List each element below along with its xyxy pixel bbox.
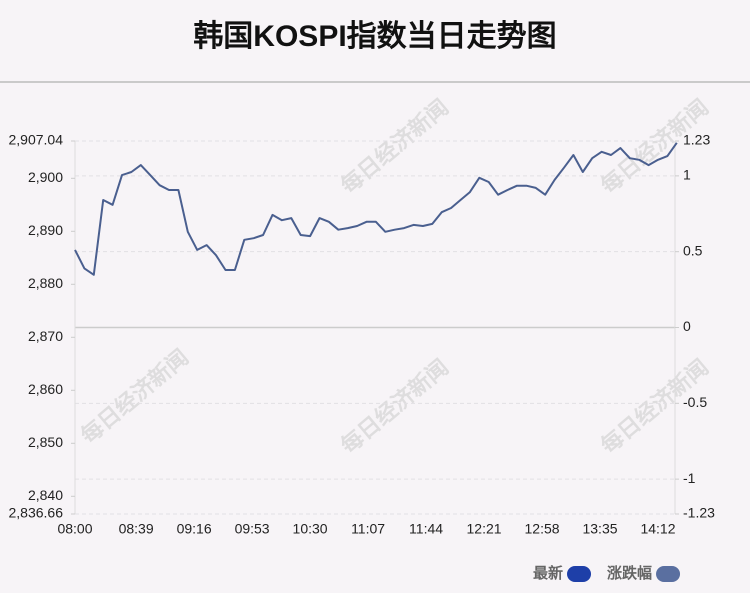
y-tick-label: 2,840: [28, 487, 63, 503]
x-tick-label: 13:35: [582, 521, 617, 537]
y-tick-label: 2,870: [28, 328, 63, 344]
y-tick-label: 2,900: [28, 169, 63, 185]
y2-tick-label: 1: [683, 167, 691, 183]
y-tick-label: 2,860: [28, 381, 63, 397]
y-tick-label: 2,850: [28, 434, 63, 450]
y-tick-label: 2,836.66: [9, 505, 64, 521]
x-tick-label: 10:30: [293, 521, 328, 537]
price-line: [74, 142, 678, 276]
x-tick-label: 09:16: [177, 521, 212, 537]
x-tick-label: 12:58: [525, 521, 560, 537]
x-tick-label: 11:07: [351, 521, 385, 537]
y2-tick-label: -1.23: [683, 505, 715, 521]
y2-tick-label: 1.23: [683, 132, 710, 148]
x-tick-label: 09:53: [235, 521, 270, 537]
watermark: 每日经济新闻: [76, 344, 194, 449]
y2-tick-label: -0.5: [683, 394, 707, 410]
y-tick-label: 2,890: [28, 222, 63, 238]
y-tick-label: 2,907.04: [9, 132, 64, 148]
legend-label: 最新: [533, 564, 563, 582]
y2-tick-label: 0.5: [683, 242, 703, 258]
watermark: 每日经济新闻: [336, 94, 454, 199]
chart-title: 韩国KOSPI指数当日走势图: [193, 20, 556, 53]
y2-tick-label: -1: [683, 470, 696, 486]
legend-swatch: [567, 566, 592, 582]
legend-label: 涨跌幅: [607, 564, 652, 582]
y2-tick-label: 0: [683, 318, 691, 334]
y-tick-label: 2,880: [28, 275, 63, 291]
watermark: 每日经济新闻: [336, 354, 454, 459]
legend-swatch: [656, 566, 681, 582]
x-tick-label: 08:00: [57, 521, 92, 537]
x-tick-label: 08:39: [119, 521, 154, 537]
x-tick-label: 11:44: [409, 521, 443, 537]
x-tick-label: 14:12: [640, 521, 675, 537]
x-tick-label: 12:21: [467, 521, 502, 537]
